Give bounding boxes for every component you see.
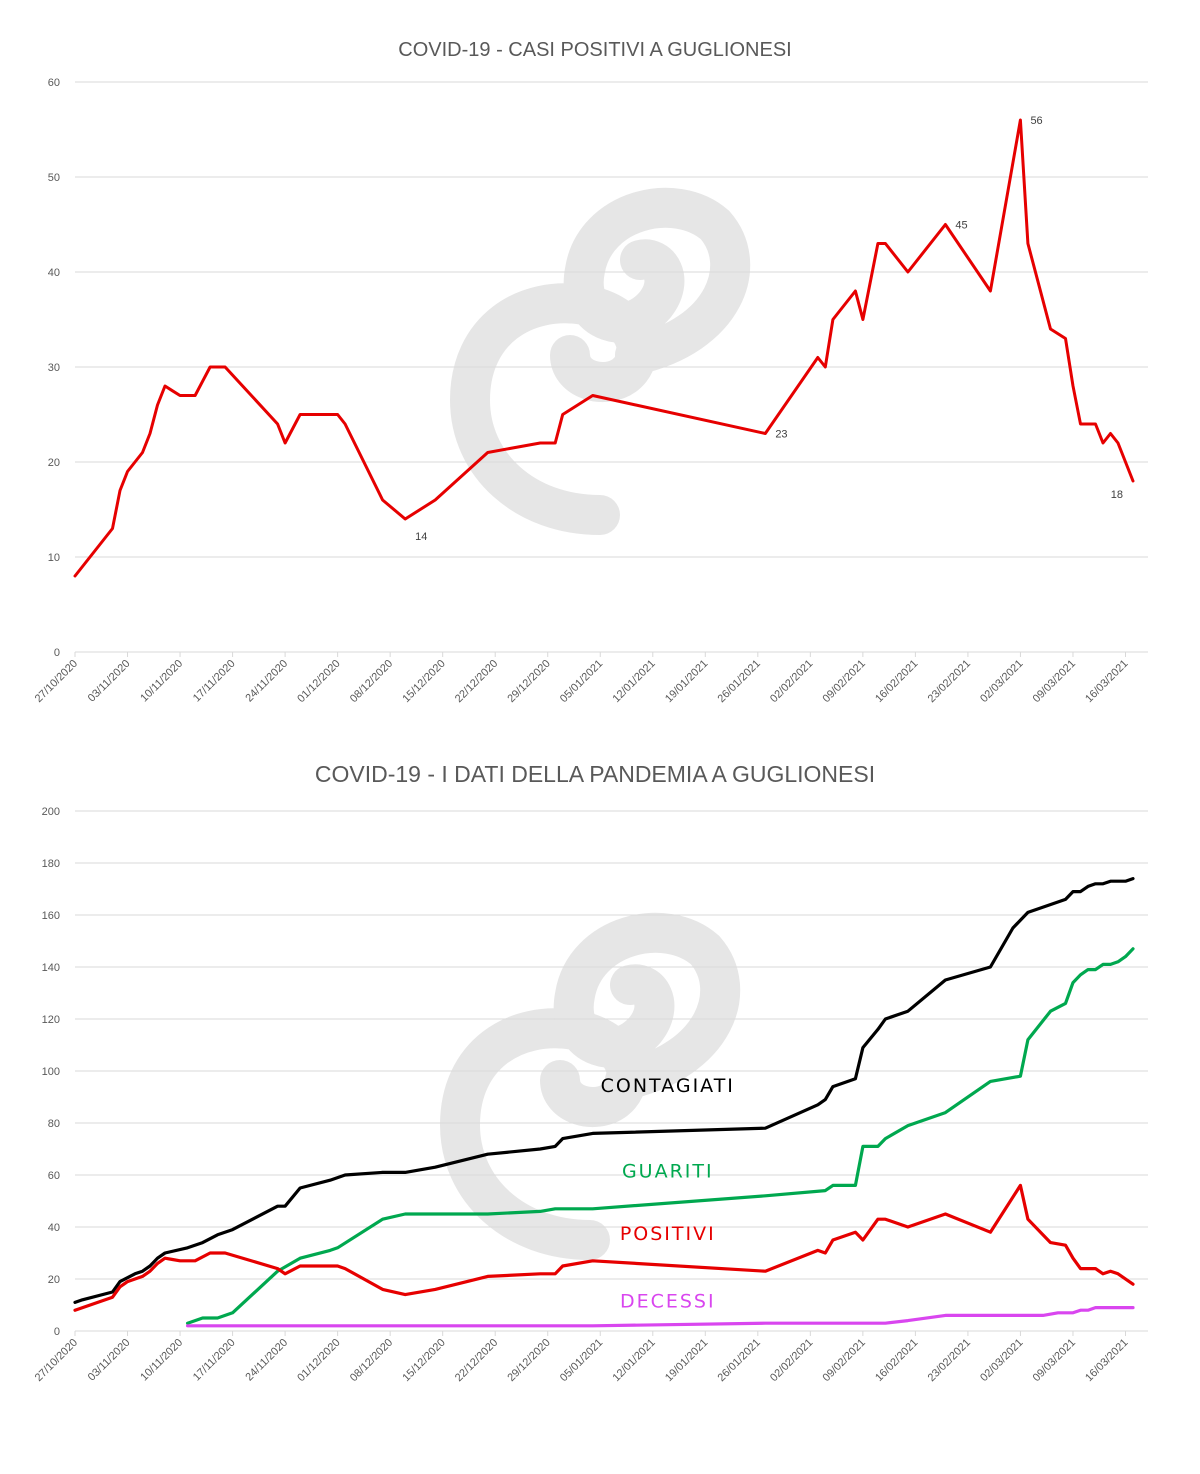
x-tick-label: 02/02/2021 — [768, 1337, 815, 1384]
x-tick-label: 16/03/2021 — [1083, 1337, 1130, 1384]
x-tick-label: 10/11/2020 — [138, 1337, 185, 1384]
y-tick-label: 200 — [42, 806, 60, 818]
x-tick-label: 26/01/2021 — [716, 1337, 763, 1384]
x-tick-label: 23/02/2021 — [926, 658, 973, 705]
series-line-decessi — [186, 1305, 1135, 1328]
x-tick-label: 03/11/2020 — [86, 658, 133, 705]
x-tick-label: 01/12/2020 — [295, 658, 342, 705]
x-tick-label: 09/03/2021 — [1031, 1337, 1078, 1384]
y-tick-label: 80 — [48, 1118, 60, 1130]
data-label: 23 — [775, 429, 787, 441]
x-tick-label: 08/12/2020 — [348, 658, 395, 705]
series-label-contagiati: CONTAGIATI — [601, 1075, 735, 1097]
y-tick-label: 30 — [48, 362, 60, 374]
y-tick-label: 50 — [48, 172, 60, 184]
data-label: 14 — [415, 531, 427, 543]
data-label: 56 — [1030, 115, 1042, 127]
x-tick-label: 29/12/2020 — [505, 658, 552, 705]
y-tick-label: 120 — [42, 1014, 60, 1026]
y-tick-label: 180 — [42, 858, 60, 870]
x-tick-label: 17/11/2020 — [191, 1337, 238, 1384]
y-tick-label: 60 — [48, 1170, 60, 1182]
series-label-positivi: POSITIVI — [620, 1223, 716, 1245]
x-tick-label: 05/01/2021 — [558, 658, 605, 705]
series-label-guariti: GUARITI — [622, 1161, 714, 1183]
y-tick-label: 40 — [48, 267, 60, 279]
series-line-guariti — [186, 947, 1135, 1325]
series-line — [73, 118, 1135, 578]
x-tick-label: 22/12/2020 — [453, 658, 500, 705]
x-tick-label: 16/02/2021 — [873, 1337, 920, 1384]
y-tick-label: 140 — [42, 962, 60, 974]
x-tick-label: 16/03/2021 — [1083, 658, 1130, 705]
x-tick-label: 09/02/2021 — [821, 1337, 868, 1384]
y-tick-label: 20 — [48, 457, 60, 469]
x-tick-label: 26/01/2021 — [716, 658, 763, 705]
y-tick-label: 40 — [48, 1222, 60, 1234]
y-tick-label: 160 — [42, 910, 60, 922]
x-tick-label: 27/10/2020 — [33, 658, 80, 705]
x-tick-label: 24/11/2020 — [243, 1337, 290, 1384]
x-tick-label: 15/12/2020 — [400, 658, 447, 705]
x-tick-label: 09/03/2021 — [1031, 658, 1078, 705]
y-tick-label: 60 — [48, 77, 60, 89]
chart2-title: COVID-19 - I DATI DELLA PANDEMIA A GUGLI… — [315, 761, 875, 787]
series-line-positivi — [73, 1183, 1135, 1312]
x-tick-label: 03/11/2020 — [86, 1337, 133, 1384]
x-tick-label: 29/12/2020 — [505, 1337, 552, 1384]
x-tick-label: 27/10/2020 — [33, 1337, 80, 1384]
data-label: 18 — [1111, 489, 1123, 501]
series-line-contagiati — [73, 876, 1135, 1305]
swirl-logo-watermark-top — [449, 187, 751, 535]
x-tick-label: 02/02/2021 — [768, 658, 815, 705]
y-tick-label: 0 — [54, 647, 60, 659]
chart1-title: COVID-19 - CASI POSITIVI A GUGLIONESI — [398, 39, 791, 61]
x-tick-label: 22/12/2020 — [453, 1337, 500, 1384]
x-tick-label: 05/01/2021 — [558, 1337, 605, 1384]
x-tick-label: 08/12/2020 — [348, 1337, 395, 1384]
x-tick-label: 12/01/2021 — [610, 1337, 657, 1384]
x-tick-label: 09/02/2021 — [821, 658, 868, 705]
y-tick-label: 0 — [54, 1326, 60, 1338]
y-tick-label: 10 — [48, 552, 60, 564]
swirl-logo-watermark-bottom — [439, 912, 741, 1260]
series-label-decessi: DECESSI — [620, 1291, 716, 1313]
x-tick-label: 15/12/2020 — [400, 1337, 447, 1384]
x-tick-label: 02/03/2021 — [978, 1337, 1025, 1384]
y-tick-label: 100 — [42, 1066, 60, 1078]
x-tick-label: 19/01/2021 — [663, 658, 710, 705]
x-tick-label: 17/11/2020 — [191, 658, 238, 705]
x-tick-label: 10/11/2020 — [138, 658, 185, 705]
x-tick-label: 01/12/2020 — [295, 1337, 342, 1384]
x-tick-label: 23/02/2021 — [926, 1337, 973, 1384]
x-tick-label: 16/02/2021 — [873, 658, 920, 705]
x-tick-label: 02/03/2021 — [978, 658, 1025, 705]
x-tick-label: 19/01/2021 — [663, 1337, 710, 1384]
x-tick-label: 24/11/2020 — [243, 658, 290, 705]
y-tick-label: 20 — [48, 1274, 60, 1286]
data-label: 45 — [955, 220, 967, 232]
x-tick-label: 12/01/2021 — [610, 658, 657, 705]
